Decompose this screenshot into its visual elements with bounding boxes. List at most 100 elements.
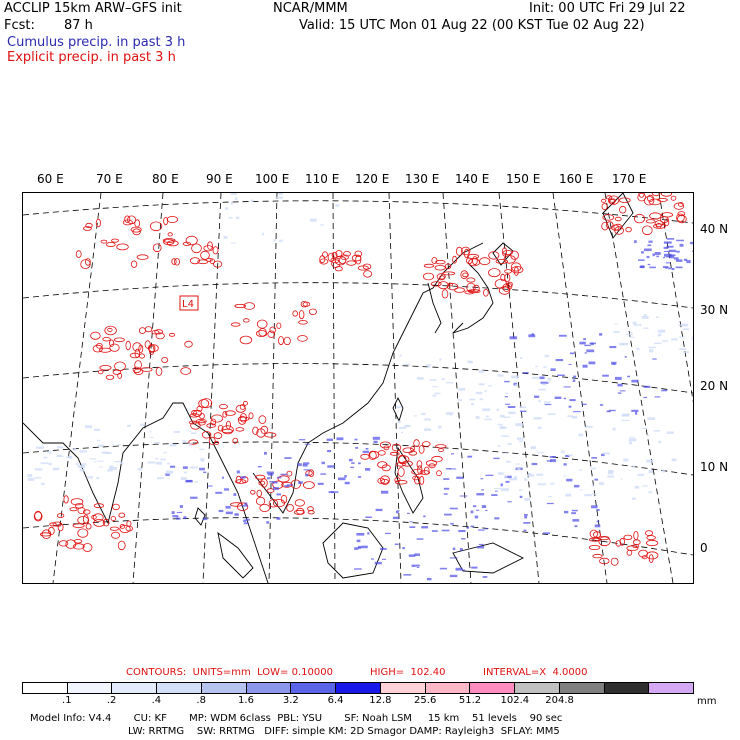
cumulus-precip-shade [230,193,237,195]
explicit-precip-contour [435,444,447,449]
explicit-precip-contour [80,259,91,269]
cumulus-precip-shade [367,532,370,535]
explicit-precip-contour [638,549,648,558]
cumulus-precip-shade [484,390,487,393]
cumulus-precip-shade [429,379,437,381]
cumulus-precip-shade [234,513,239,516]
cumulus-precip-shade [474,515,479,519]
explicit-precip-contour [495,259,509,264]
explicit-precip-contour [70,498,84,506]
explicit-precip-contour [49,522,57,527]
explicit-precip-contour [638,193,645,198]
cumulus-precip-shade [48,462,52,466]
cumulus-precip-shade [615,376,622,380]
cumulus-precip-shade [127,424,131,427]
cumulus-precip-shade [500,414,505,418]
contour-units: CONTOURS: UNITS=mm LOW= 0.10000 [126,667,333,678]
explicit-precip-contour [298,320,308,325]
explicit-precip-contour [362,263,372,270]
lon-label: 130 E [405,172,440,186]
cumulus-precip-shade [424,428,432,431]
cumulus-precip-shade [399,354,402,357]
cumulus-precip-shade [612,363,616,365]
legend-tick: 51.2 [458,695,482,706]
cumulus-precip-shade [482,576,488,578]
cumulus-precip-shade [591,484,595,487]
cumulus-precip-shade [392,516,399,520]
cumulus-precip-shade [405,424,409,427]
explicit-precip-contour [276,322,282,329]
physics-info-line: LW: RRTMG SW: RRTMG DIFF: simple KM: 2D … [128,726,560,737]
cumulus-precip-shade [537,483,546,486]
cumulus-precip-shade [508,411,516,415]
explicit-precip-contour [74,502,84,509]
cumulus-precip-shade [631,379,639,383]
cumulus-precip-shade [678,324,683,326]
explicit-precip-contour [436,273,446,281]
cumulus-precip-shade [303,469,311,471]
cumulus-precip-shade [641,251,644,254]
cumulus-precip-shade [449,557,458,559]
precipitation-map: L4 [22,192,694,584]
cumulus-precip-shade [344,475,347,478]
explicit-precip-contour [109,343,120,352]
cumulus-precip-shade [509,478,517,481]
legend-swatch [157,683,202,693]
explicit-precip-contour [643,195,655,206]
cumulus-precip-shade [273,239,276,242]
cumulus-precip-shade [591,457,598,459]
explicit-precip-contour [56,513,65,519]
cumulus-precip-shade [278,193,283,195]
explicit-precip-contour [272,498,285,508]
explicit-precip-contour [239,413,247,423]
cumulus-precip-shade [480,478,484,480]
explicit-precip-contour [107,327,113,332]
cumulus-precip-shade [629,332,633,334]
cumulus-precip-shade [476,493,485,496]
cumulus-precip-shade [646,434,650,436]
cumulus-precip-shade [509,336,518,340]
explicit-precip-contour [235,427,245,432]
explicit-precip-contour [335,250,343,258]
explicit-precip-contour [161,356,169,363]
explicit-precip-contour [673,202,685,210]
cumulus-precip-shade [169,444,177,447]
cumulus-precip-shade [554,396,562,399]
explicit-precip-contour [389,451,400,456]
explicit-precip-contour [670,195,677,201]
cumulus-precip-shade [221,476,224,479]
explicit-precip-contour [380,478,389,484]
explicit-precip-contour [346,260,357,266]
cumulus-precip-shade [652,358,657,360]
explicit-precip-contour [435,259,446,265]
explicit-precip-contour [210,418,217,426]
cumulus-precip-shade [153,442,161,444]
cumulus-precip-shade [186,479,192,482]
explicit-precip-contour [151,330,160,335]
cumulus-precip-shade [648,346,656,349]
cumulus-precip-shade [109,465,114,469]
cumulus-precip-shade [382,558,386,560]
explicit-precip-contour [502,250,513,256]
cumulus-precip-shade [43,456,48,459]
explicit-precip-contour [237,416,250,422]
cumulus-precip-shade [654,252,661,255]
cumulus-precip-shade [470,510,474,514]
cumulus-precip-shade [603,452,610,455]
explicit-precip-contour [278,336,284,346]
explicit-precip-contour [58,540,69,547]
explicit-precip-contour [57,523,64,532]
explicit-precip-contour [646,551,659,560]
explicit-precip-contour [252,426,259,435]
coast-arabia-india [23,402,269,583]
cumulus-precip-shade [298,481,303,484]
explicit-precip-contour [277,475,290,483]
cumulus-precip-shade [643,396,648,399]
explicit-precip-contour [140,367,153,372]
cumulus-precip-shade [668,267,672,270]
explicit-precip-contour [593,531,601,539]
explicit-precip-contour [180,367,192,375]
cumulus-precip-shade [638,323,642,327]
cumulus-precip-shade [354,547,359,550]
explicit-precip-contour [290,479,301,489]
